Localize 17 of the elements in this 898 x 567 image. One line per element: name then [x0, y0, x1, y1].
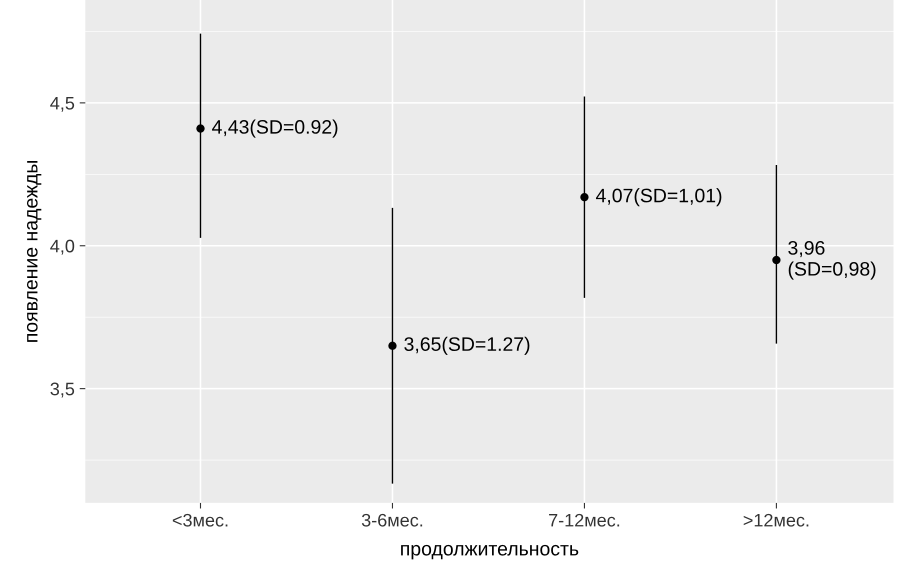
- annotation: 3,96 (SD=0,98): [788, 241, 876, 280]
- point: [580, 193, 589, 202]
- x-tick-label: >12мес.: [744, 514, 808, 527]
- point: [388, 342, 397, 350]
- point: [772, 256, 781, 264]
- point: [196, 124, 205, 133]
- y-axis-title: появление надежды: [26, 161, 42, 342]
- annotation: 4,07(SD=1,01): [596, 188, 722, 206]
- x-tick-label: 3-6мес.: [362, 514, 422, 527]
- y-tick-label: 3,5: [50, 382, 74, 398]
- y-tick-label: 4,0: [50, 240, 74, 255]
- y-tick-label: 4,5: [50, 96, 74, 112]
- x-axis-title: продолжительность: [401, 544, 578, 560]
- annotation: 4,43(SD=0.92): [212, 120, 338, 138]
- x-tick-label: 7-12мес.: [549, 514, 620, 527]
- annotation: 3,65(SD=1.27): [404, 336, 530, 355]
- x-tick-label: <3мес.: [172, 514, 228, 527]
